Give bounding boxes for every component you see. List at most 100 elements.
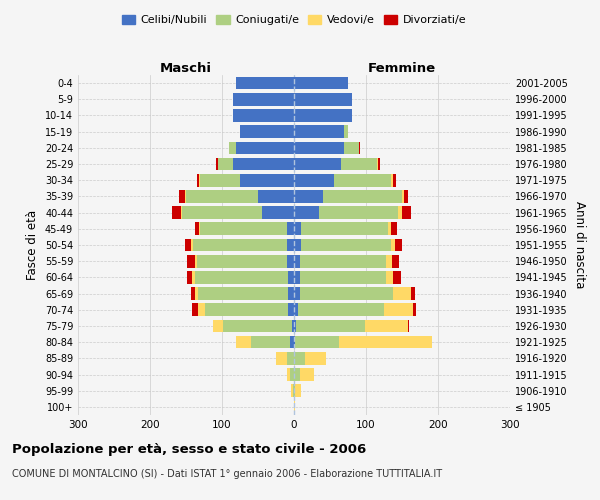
Bar	[300, 368, 314, 381]
Bar	[294, 352, 305, 364]
Bar	[197, 255, 287, 268]
Bar	[199, 222, 200, 235]
Bar	[236, 336, 251, 348]
Bar	[386, 255, 392, 268]
Text: COMUNE DI MONTALCINO (SI) - Dati ISTAT 1° gennaio 2006 - Elaborazione TUTTITALIA: COMUNE DI MONTALCINO (SI) - Dati ISTAT 1…	[12, 469, 442, 479]
Bar	[294, 336, 295, 348]
Bar	[294, 400, 295, 413]
Bar	[287, 352, 294, 364]
Bar	[341, 158, 377, 170]
Bar	[290, 368, 294, 381]
Bar	[334, 174, 391, 186]
Bar	[294, 271, 300, 283]
Bar	[338, 336, 432, 348]
Bar	[300, 255, 386, 268]
Bar	[359, 142, 360, 154]
Bar	[212, 320, 223, 332]
Bar	[193, 271, 194, 283]
Bar	[384, 304, 413, 316]
Bar	[191, 238, 193, 252]
Bar	[288, 288, 294, 300]
Bar	[294, 174, 334, 186]
Bar	[191, 288, 194, 300]
Bar	[388, 222, 391, 235]
Bar	[229, 142, 236, 154]
Bar	[412, 288, 415, 300]
Bar	[408, 320, 409, 332]
Bar	[185, 190, 186, 202]
Y-axis label: Anni di nascita: Anni di nascita	[573, 202, 586, 288]
Bar	[301, 238, 391, 252]
Bar	[187, 255, 194, 268]
Bar	[386, 271, 394, 283]
Bar	[198, 304, 205, 316]
Bar	[392, 255, 399, 268]
Bar	[402, 206, 410, 219]
Bar	[193, 304, 198, 316]
Bar	[294, 320, 296, 332]
Bar	[298, 304, 384, 316]
Bar	[258, 190, 294, 202]
Bar	[365, 320, 408, 332]
Bar	[294, 368, 300, 381]
Bar	[402, 190, 404, 202]
Bar	[294, 126, 344, 138]
Bar	[391, 222, 397, 235]
Bar	[295, 336, 338, 348]
Bar	[194, 255, 197, 268]
Bar	[287, 368, 290, 381]
Bar	[182, 206, 262, 219]
Bar	[294, 190, 323, 202]
Bar	[187, 271, 193, 283]
Bar	[398, 206, 402, 219]
Bar	[301, 222, 388, 235]
Text: Popolazione per età, sesso e stato civile - 2006: Popolazione per età, sesso e stato civil…	[12, 442, 366, 456]
Bar	[179, 190, 185, 202]
Bar	[294, 109, 352, 122]
Bar	[287, 222, 294, 235]
Bar	[391, 174, 392, 186]
Bar	[344, 142, 359, 154]
Bar	[294, 142, 344, 154]
Bar	[300, 288, 394, 300]
Bar	[287, 255, 294, 268]
Bar	[344, 126, 348, 138]
Bar	[186, 190, 258, 202]
Bar	[233, 109, 294, 122]
Bar	[291, 384, 293, 397]
Bar	[197, 174, 199, 186]
Bar	[205, 304, 288, 316]
Bar	[200, 174, 240, 186]
Bar	[294, 206, 319, 219]
Bar	[262, 206, 294, 219]
Bar	[294, 304, 298, 316]
Bar	[233, 93, 294, 106]
Bar	[198, 288, 288, 300]
Bar	[240, 174, 294, 186]
Bar	[218, 158, 233, 170]
Bar	[294, 77, 348, 90]
Bar	[233, 158, 294, 170]
Bar	[392, 174, 396, 186]
Bar	[395, 238, 402, 252]
Bar	[236, 142, 294, 154]
Bar	[236, 77, 294, 90]
Bar	[288, 304, 294, 316]
Bar	[294, 158, 341, 170]
Bar	[319, 206, 398, 219]
Bar	[216, 158, 218, 170]
Bar	[413, 304, 416, 316]
Bar	[323, 190, 402, 202]
Bar	[288, 271, 294, 283]
Legend: Celibi/Nubili, Coniugati/e, Vedovi/e, Divorziati/e: Celibi/Nubili, Coniugati/e, Vedovi/e, Di…	[118, 10, 470, 30]
Bar	[377, 158, 378, 170]
Bar	[276, 352, 287, 364]
Bar	[294, 238, 301, 252]
Bar	[293, 384, 294, 397]
Bar	[295, 384, 301, 397]
Bar	[404, 190, 408, 202]
Bar	[294, 222, 301, 235]
Bar	[294, 384, 295, 397]
Bar	[196, 222, 199, 235]
Bar	[305, 352, 326, 364]
